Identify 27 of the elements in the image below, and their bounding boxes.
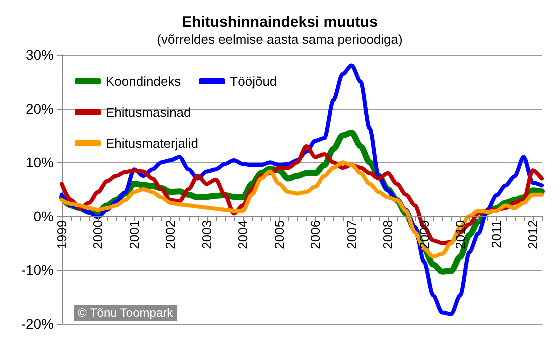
legend-label: Tööjõud (230, 74, 278, 89)
x-tick-label: 2005 (272, 220, 287, 250)
annotation: © Tõnu Toompark (78, 306, 174, 320)
x-tick-label: 2000 (90, 220, 106, 250)
x-tick-label: 2007 (344, 220, 360, 250)
chart-subtitle: (võrreldes eelmise aasta sama perioodiga) (157, 32, 403, 47)
x-tick-label: 1999 (54, 220, 70, 250)
legend-label: Koondindeks (106, 74, 182, 89)
y-tick-label: 30% (26, 47, 54, 63)
x-tick-label: 2012 (525, 220, 540, 250)
x-tick-label: 2003 (199, 220, 214, 250)
y-tick-label: 20% (26, 100, 54, 117)
y-tick-label: -20% (21, 316, 54, 332)
x-tick-label: 2001 (126, 220, 142, 250)
x-tick-label: 2004 (236, 220, 251, 250)
y-tick-label: -10% (21, 262, 54, 278)
legend-label: Ehitusmaterjalid (106, 136, 198, 151)
chart-title: Ehitushinnaindeksi muutus (182, 14, 378, 31)
x-tick-label: 2006 (308, 220, 324, 250)
x-tick-label: 2002 (163, 220, 178, 250)
y-tick-label: 0% (34, 208, 54, 224)
x-tick-label: 2009 (416, 220, 432, 250)
legend-label: Ehitusmasinad (106, 105, 192, 120)
x-tick-label: 2011 (489, 220, 504, 248)
x-tick-label: 2010 (452, 220, 468, 250)
x-tick-label: 2008 (380, 220, 396, 250)
y-tick-label: 10% (26, 154, 54, 171)
